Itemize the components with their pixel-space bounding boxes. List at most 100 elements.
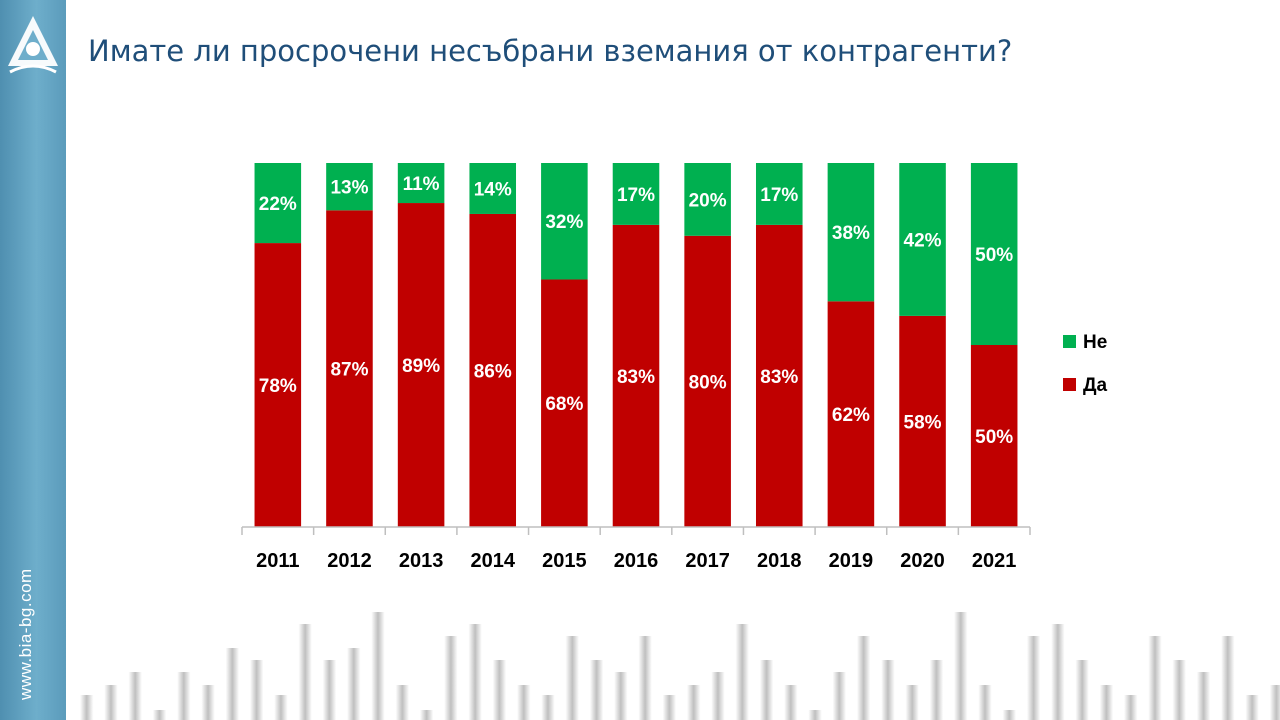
decorative-bar	[929, 660, 944, 720]
decorative-bar	[517, 685, 531, 720]
bar-no-2020	[899, 163, 946, 316]
decorative-bar	[541, 695, 555, 720]
x-tick-label-2020: 2020	[900, 550, 945, 572]
bar-no-2018	[755, 163, 803, 225]
x-tick-label-2016: 2016	[614, 550, 659, 572]
legend-label-no: Не	[1083, 332, 1107, 353]
decorative-bar	[80, 695, 94, 720]
bar-yes-2016	[612, 224, 660, 527]
decorative-bar	[1051, 624, 1065, 720]
bars-group: 78% 22% 87% 13% 89% 11% 86% 14% 68% 32% 83% 17% 80% 2…	[254, 163, 1018, 528]
data-label-yes-2018: 83%	[760, 367, 798, 388]
decorative-bars	[80, 612, 1280, 720]
decorative-bar	[1075, 660, 1089, 720]
data-label-no-2015: 32%	[545, 212, 583, 233]
x-tick-label-2018: 2018	[757, 550, 802, 572]
data-label-no-2014: 14%	[474, 179, 512, 200]
bar-yes-2012	[326, 210, 373, 527]
decorative-bar	[978, 685, 992, 720]
bar-no-2016	[612, 163, 660, 225]
decorative-bar	[419, 710, 434, 720]
decorative-bar	[589, 660, 604, 720]
slide-title: Имате ли просрочени несъбрани вземания о…	[88, 34, 1013, 68]
decorative-bar	[371, 612, 385, 720]
x-tick-label-2017: 2017	[685, 550, 730, 572]
decorative-bar	[1196, 672, 1211, 720]
data-label-no-2017: 20%	[689, 190, 727, 211]
decorative-bar	[298, 624, 312, 720]
sidebar: www.bia-bg.com	[0, 0, 66, 720]
data-label-yes-2021: 50%	[975, 427, 1013, 448]
data-label-no-2020: 42%	[904, 230, 942, 251]
data-label-no-2011: 22%	[259, 194, 297, 215]
bar-yes-2015	[541, 279, 588, 527]
decorative-bar	[249, 660, 264, 720]
bar-no-2021	[970, 163, 1018, 345]
decorative-bar	[128, 672, 142, 720]
decorative-bar	[1026, 636, 1041, 720]
bar-yes-2017	[684, 235, 731, 528]
bar-yes-2014	[469, 213, 517, 527]
decorative-bar	[565, 636, 579, 720]
data-label-yes-2017: 80%	[689, 372, 727, 393]
bar-no-2015	[541, 163, 588, 280]
bar-no-2014	[469, 163, 517, 214]
data-label-yes-2011: 78%	[259, 376, 297, 397]
bar-no-2012	[326, 163, 373, 211]
x-tick-label-2021: 2021	[972, 550, 1017, 572]
decorative-bar	[395, 685, 409, 720]
data-label-no-2018: 17%	[760, 185, 798, 206]
decorative-bar	[322, 660, 337, 720]
data-label-yes-2016: 83%	[617, 367, 655, 388]
data-label-yes-2013: 89%	[402, 356, 440, 377]
decorative-bar	[711, 672, 725, 720]
bar-yes-2013	[397, 203, 445, 528]
decorative-bar	[1172, 660, 1186, 720]
data-label-yes-2019: 62%	[832, 405, 870, 426]
decorative-bar	[1245, 695, 1259, 720]
decorative-bar	[614, 672, 628, 720]
legend-swatch-yes	[1063, 378, 1076, 391]
decorative-bar	[759, 660, 774, 720]
data-label-no-2019: 38%	[832, 223, 870, 244]
decorative-bar	[177, 672, 191, 720]
decorative-bar	[808, 710, 822, 720]
decorative-bar	[954, 612, 968, 720]
decorative-bar	[444, 636, 458, 720]
stacked-bar-chart: 78% 22% 87% 13% 89% 11% 86% 14% 68% 32% 83% 17% 80% 2…	[241, 163, 1108, 572]
x-tick-label-2015: 2015	[542, 550, 587, 572]
decorative-bar	[662, 695, 677, 720]
data-label-no-2021: 50%	[975, 245, 1013, 266]
data-label-yes-2012: 87%	[330, 360, 368, 381]
decorative-bar	[225, 648, 240, 720]
bar-yes-2019	[827, 301, 875, 527]
data-label-yes-2014: 86%	[474, 361, 512, 382]
data-label-no-2016: 17%	[617, 185, 655, 206]
decorative-bar	[856, 636, 871, 720]
decorative-bar	[687, 685, 701, 720]
legend-group: Не Да	[1063, 332, 1108, 396]
decorative-bar	[832, 672, 847, 720]
bar-no-2011	[254, 163, 302, 244]
decorative-bar	[201, 685, 215, 720]
x-tick-label-2011: 2011	[256, 550, 299, 572]
data-label-no-2012: 13%	[330, 178, 368, 199]
decorative-bar	[1269, 685, 1280, 720]
decorative-bar	[1221, 636, 1235, 720]
decorative-bar	[1124, 695, 1138, 720]
bar-yes-2011	[254, 243, 302, 527]
data-label-yes-2020: 58%	[904, 412, 942, 433]
decorative-bar	[1148, 636, 1162, 720]
decorative-bar	[152, 710, 167, 720]
decorative-bar	[347, 648, 361, 720]
data-label-no-2013: 11%	[403, 174, 440, 195]
x-tick-label-2012: 2012	[327, 550, 372, 572]
decorative-bar	[638, 636, 652, 720]
x-tick-label-2019: 2019	[829, 550, 874, 572]
bia-logo-icon	[8, 16, 58, 74]
decorative-bar	[274, 695, 288, 720]
x-axis-group: 2011 2012 2013 2014 2015 2016 2017 2018 2019 2020…	[241, 526, 1031, 572]
decorative-bar	[905, 685, 919, 720]
decorative-bar	[492, 660, 507, 720]
bar-yes-2021	[970, 345, 1018, 527]
